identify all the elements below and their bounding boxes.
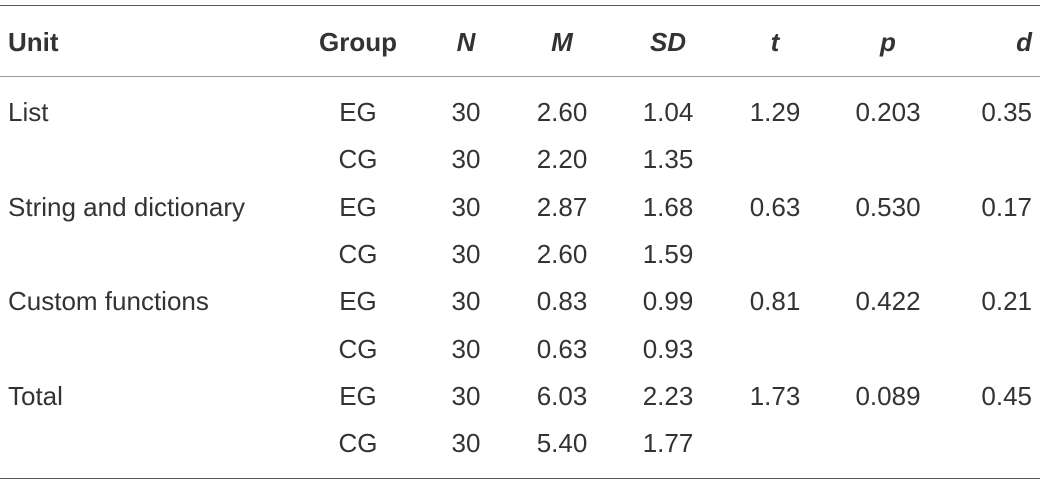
unit-cell: List bbox=[8, 97, 49, 127]
sd-cell: 1.04 bbox=[642, 97, 694, 127]
group-cell: CG bbox=[338, 428, 378, 459]
p-cell: 0.530 bbox=[855, 191, 921, 222]
d-cell: 0.45 bbox=[981, 380, 1032, 411]
t-cell: 1.29 bbox=[749, 97, 801, 127]
n-cell: 30 bbox=[451, 286, 481, 317]
n-cell: 30 bbox=[451, 144, 481, 175]
sd-cell: 0.99 bbox=[642, 286, 694, 317]
m-cell: 2.87 bbox=[536, 191, 588, 222]
p-cell: 0.203 bbox=[855, 97, 921, 127]
t-cell: 0.81 bbox=[749, 286, 801, 317]
n-cell: 30 bbox=[451, 97, 481, 127]
group-cell: CG bbox=[338, 238, 378, 269]
unit-cell: Custom functions bbox=[8, 286, 209, 317]
header-cell: d bbox=[1016, 27, 1032, 57]
m-cell: 2.60 bbox=[536, 97, 588, 127]
n-cell: 30 bbox=[451, 380, 481, 411]
m-cell: 6.03 bbox=[536, 380, 588, 411]
p-cell: 0.422 bbox=[855, 286, 921, 317]
header-cell: Unit bbox=[8, 27, 59, 57]
t-cell: 1.73 bbox=[749, 380, 801, 411]
header-rule bbox=[0, 76, 1040, 77]
header-cell: Group bbox=[319, 27, 397, 57]
sd-cell: 1.59 bbox=[642, 238, 694, 269]
sd-cell: 1.68 bbox=[642, 191, 694, 222]
sd-cell: 1.77 bbox=[642, 428, 694, 459]
group-cell: CG bbox=[338, 333, 378, 364]
m-cell: 5.40 bbox=[536, 428, 588, 459]
d-cell: 0.21 bbox=[981, 286, 1032, 317]
header-cell: M bbox=[551, 27, 573, 57]
sd-cell: 1.35 bbox=[642, 144, 694, 175]
top-rule bbox=[0, 5, 1040, 6]
group-cell: EG bbox=[339, 380, 377, 411]
n-cell: 30 bbox=[451, 428, 481, 459]
header-cell: p bbox=[880, 27, 896, 57]
d-cell: 0.35 bbox=[981, 97, 1032, 127]
n-cell: 30 bbox=[451, 191, 481, 222]
m-cell: 2.60 bbox=[536, 238, 588, 269]
group-cell: EG bbox=[339, 191, 377, 222]
group-cell: CG bbox=[338, 144, 378, 175]
t-cell: 0.63 bbox=[749, 191, 801, 222]
header-cell: N bbox=[456, 27, 476, 57]
header-cell: SD bbox=[649, 27, 687, 57]
sd-cell: 0.93 bbox=[642, 333, 694, 364]
n-cell: 30 bbox=[451, 238, 481, 269]
m-cell: 0.83 bbox=[536, 286, 588, 317]
p-cell: 0.089 bbox=[855, 380, 921, 411]
sd-cell: 2.23 bbox=[642, 380, 694, 411]
bottom-rule bbox=[0, 478, 1040, 479]
m-cell: 2.20 bbox=[536, 144, 588, 175]
header-cell: t bbox=[770, 27, 780, 57]
d-cell: 0.17 bbox=[981, 191, 1032, 222]
unit-cell: String and dictionary bbox=[8, 191, 246, 222]
m-cell: 0.63 bbox=[536, 333, 588, 364]
group-cell: EG bbox=[339, 286, 377, 317]
n-cell: 30 bbox=[451, 333, 481, 364]
unit-cell: Total bbox=[8, 380, 63, 411]
group-cell: EG bbox=[339, 97, 377, 127]
